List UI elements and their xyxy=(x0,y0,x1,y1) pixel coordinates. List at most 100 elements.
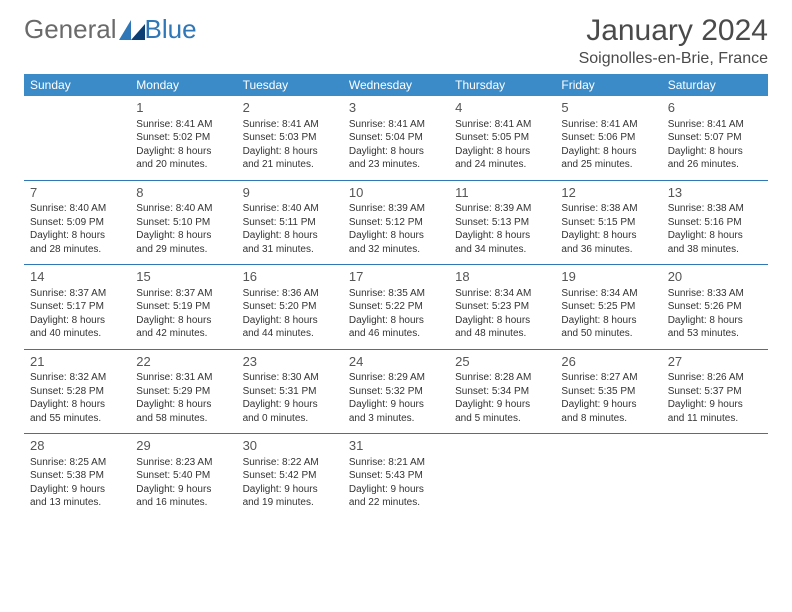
cell-line-sunset: Sunset: 5:42 PM xyxy=(243,469,337,483)
cell-line-dl2: and 16 minutes. xyxy=(136,496,230,510)
cell-line-dl1: Daylight: 9 hours xyxy=(455,398,549,412)
cell-line-dl1: Daylight: 8 hours xyxy=(349,314,443,328)
cell-line-sunset: Sunset: 5:20 PM xyxy=(243,300,337,314)
cell-line-dl1: Daylight: 8 hours xyxy=(136,398,230,412)
cell-line-dl1: Daylight: 8 hours xyxy=(349,229,443,243)
cell-line-sunrise: Sunrise: 8:36 AM xyxy=(243,287,337,301)
cell-line-dl1: Daylight: 9 hours xyxy=(30,483,124,497)
day-number: 4 xyxy=(455,99,549,117)
calendar-cell: 3Sunrise: 8:41 AMSunset: 5:04 PMDaylight… xyxy=(343,96,449,180)
cell-line-sunset: Sunset: 5:12 PM xyxy=(349,216,443,230)
cell-line-dl2: and 22 minutes. xyxy=(349,496,443,510)
cell-line-sunset: Sunset: 5:17 PM xyxy=(30,300,124,314)
day-number: 15 xyxy=(136,268,230,286)
cell-line-dl2: and 26 minutes. xyxy=(668,158,762,172)
calendar-cell: 27Sunrise: 8:26 AMSunset: 5:37 PMDayligh… xyxy=(662,349,768,434)
cell-line-dl1: Daylight: 8 hours xyxy=(668,229,762,243)
cell-line-sunrise: Sunrise: 8:32 AM xyxy=(30,371,124,385)
cell-line-sunset: Sunset: 5:15 PM xyxy=(561,216,655,230)
cell-line-sunset: Sunset: 5:26 PM xyxy=(668,300,762,314)
calendar-cell: 2Sunrise: 8:41 AMSunset: 5:03 PMDaylight… xyxy=(237,96,343,180)
cell-line-dl1: Daylight: 8 hours xyxy=(668,145,762,159)
day-number: 13 xyxy=(668,184,762,202)
calendar-cell: 17Sunrise: 8:35 AMSunset: 5:22 PMDayligh… xyxy=(343,265,449,350)
cell-line-sunset: Sunset: 5:22 PM xyxy=(349,300,443,314)
cell-line-sunset: Sunset: 5:07 PM xyxy=(668,131,762,145)
calendar-cell: 9Sunrise: 8:40 AMSunset: 5:11 PMDaylight… xyxy=(237,180,343,265)
cell-line-dl2: and 46 minutes. xyxy=(349,327,443,341)
cell-line-sunrise: Sunrise: 8:22 AM xyxy=(243,456,337,470)
cell-line-sunset: Sunset: 5:09 PM xyxy=(30,216,124,230)
cell-line-dl2: and 25 minutes. xyxy=(561,158,655,172)
logo-text-1: General xyxy=(24,14,117,45)
cell-line-sunrise: Sunrise: 8:29 AM xyxy=(349,371,443,385)
day-number: 24 xyxy=(349,353,443,371)
day-number: 21 xyxy=(30,353,124,371)
cell-line-sunrise: Sunrise: 8:39 AM xyxy=(349,202,443,216)
calendar-body: 1Sunrise: 8:41 AMSunset: 5:02 PMDaylight… xyxy=(24,96,768,518)
day-number: 29 xyxy=(136,437,230,455)
cell-line-sunset: Sunset: 5:34 PM xyxy=(455,385,549,399)
location: Soignolles-en-Brie, France xyxy=(579,50,768,68)
day-number: 14 xyxy=(30,268,124,286)
cell-line-sunset: Sunset: 5:03 PM xyxy=(243,131,337,145)
calendar-cell xyxy=(449,434,555,518)
calendar-cell: 29Sunrise: 8:23 AMSunset: 5:40 PMDayligh… xyxy=(130,434,236,518)
day-number: 22 xyxy=(136,353,230,371)
calendar-cell xyxy=(555,434,661,518)
calendar-table: SundayMondayTuesdayWednesdayThursdayFrid… xyxy=(24,74,768,518)
cell-line-dl2: and 23 minutes. xyxy=(349,158,443,172)
day-number: 2 xyxy=(243,99,337,117)
cell-line-sunset: Sunset: 5:16 PM xyxy=(668,216,762,230)
cell-line-dl1: Daylight: 8 hours xyxy=(561,314,655,328)
logo: General Blue xyxy=(24,14,197,45)
cell-line-sunrise: Sunrise: 8:30 AM xyxy=(243,371,337,385)
day-number: 17 xyxy=(349,268,443,286)
cell-line-sunset: Sunset: 5:37 PM xyxy=(668,385,762,399)
cell-line-dl2: and 48 minutes. xyxy=(455,327,549,341)
calendar-cell: 13Sunrise: 8:38 AMSunset: 5:16 PMDayligh… xyxy=(662,180,768,265)
cell-line-dl1: Daylight: 8 hours xyxy=(349,145,443,159)
cell-line-sunrise: Sunrise: 8:41 AM xyxy=(349,118,443,132)
cell-line-dl1: Daylight: 9 hours xyxy=(243,483,337,497)
cell-line-sunrise: Sunrise: 8:35 AM xyxy=(349,287,443,301)
cell-line-dl1: Daylight: 9 hours xyxy=(668,398,762,412)
day-number: 3 xyxy=(349,99,443,117)
cell-line-dl2: and 40 minutes. xyxy=(30,327,124,341)
calendar-cell: 7Sunrise: 8:40 AMSunset: 5:09 PMDaylight… xyxy=(24,180,130,265)
cell-line-sunset: Sunset: 5:38 PM xyxy=(30,469,124,483)
day-number: 5 xyxy=(561,99,655,117)
cell-line-dl1: Daylight: 9 hours xyxy=(136,483,230,497)
cell-line-dl1: Daylight: 8 hours xyxy=(136,229,230,243)
weekday-header: Thursday xyxy=(449,74,555,96)
day-number: 30 xyxy=(243,437,337,455)
cell-line-dl2: and 24 minutes. xyxy=(455,158,549,172)
cell-line-sunrise: Sunrise: 8:34 AM xyxy=(561,287,655,301)
calendar-cell: 6Sunrise: 8:41 AMSunset: 5:07 PMDaylight… xyxy=(662,96,768,180)
weekday-header: Monday xyxy=(130,74,236,96)
cell-line-sunrise: Sunrise: 8:38 AM xyxy=(668,202,762,216)
cell-line-sunrise: Sunrise: 8:41 AM xyxy=(455,118,549,132)
cell-line-dl1: Daylight: 9 hours xyxy=(349,483,443,497)
cell-line-sunrise: Sunrise: 8:41 AM xyxy=(243,118,337,132)
day-number: 20 xyxy=(668,268,762,286)
cell-line-dl1: Daylight: 8 hours xyxy=(455,229,549,243)
cell-line-sunset: Sunset: 5:04 PM xyxy=(349,131,443,145)
calendar-cell xyxy=(24,96,130,180)
calendar-cell: 18Sunrise: 8:34 AMSunset: 5:23 PMDayligh… xyxy=(449,265,555,350)
calendar-cell: 12Sunrise: 8:38 AMSunset: 5:15 PMDayligh… xyxy=(555,180,661,265)
cell-line-sunset: Sunset: 5:43 PM xyxy=(349,469,443,483)
weekday-header: Sunday xyxy=(24,74,130,96)
calendar-cell: 5Sunrise: 8:41 AMSunset: 5:06 PMDaylight… xyxy=(555,96,661,180)
cell-line-dl2: and 55 minutes. xyxy=(30,412,124,426)
day-number: 23 xyxy=(243,353,337,371)
day-number: 25 xyxy=(455,353,549,371)
cell-line-dl2: and 34 minutes. xyxy=(455,243,549,257)
month-title: January 2024 xyxy=(579,14,768,48)
cell-line-dl2: and 42 minutes. xyxy=(136,327,230,341)
cell-line-dl2: and 29 minutes. xyxy=(136,243,230,257)
cell-line-dl1: Daylight: 8 hours xyxy=(243,145,337,159)
day-number: 19 xyxy=(561,268,655,286)
day-number: 26 xyxy=(561,353,655,371)
cell-line-sunset: Sunset: 5:06 PM xyxy=(561,131,655,145)
